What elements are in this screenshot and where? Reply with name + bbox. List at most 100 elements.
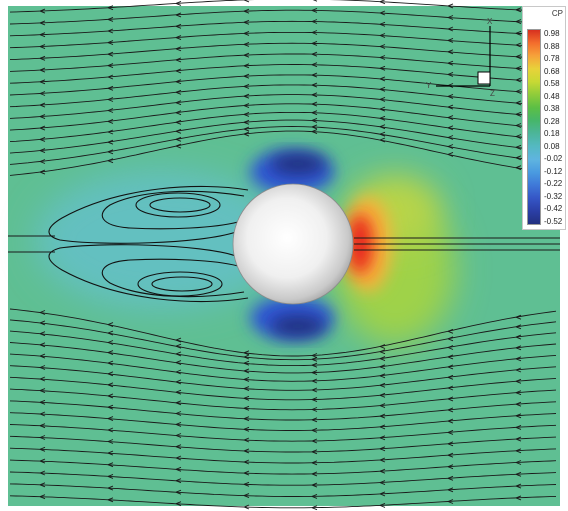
streamline-arrow — [515, 314, 522, 320]
streamline-arrow — [515, 42, 522, 48]
streamline — [9, 400, 557, 421]
streamline-arrow — [379, 55, 386, 60]
streamline-arrow — [311, 7, 318, 13]
streamline-arrow — [243, 30, 250, 36]
axis-label-z: Z — [490, 89, 495, 96]
streamline-arrow — [447, 37, 454, 43]
streamline-arrow — [39, 32, 46, 38]
axis-label-y: Y — [426, 81, 432, 90]
streamline-arrow — [175, 100, 182, 106]
streamline-arrow — [311, 407, 318, 412]
streamline-arrow — [107, 28, 114, 34]
colorbar-tick-label: -0.22 — [544, 179, 563, 189]
streamline-arrow — [515, 111, 522, 117]
streamline-arrow — [311, 92, 318, 98]
streamline-arrow — [515, 65, 522, 71]
streamline-arrow — [447, 464, 454, 470]
streamline-arrow — [175, 57, 182, 63]
streamline-arrow — [175, 68, 182, 74]
streamline-arrow — [39, 331, 46, 337]
streamline-arrow — [515, 424, 522, 430]
streamline-arrow — [107, 118, 114, 124]
streamline — [9, 74, 557, 96]
streamline-arrow — [447, 15, 454, 20]
streamline — [9, 495, 557, 509]
streamline-arrow — [447, 125, 454, 131]
streamline — [9, 94, 557, 119]
streamline-arrow — [39, 399, 46, 405]
streamline-arrow — [311, 362, 318, 368]
streamline-arrow — [311, 370, 318, 376]
streamline — [9, 459, 557, 475]
streamline-arrow — [379, 502, 386, 508]
streamline-arrow — [243, 481, 250, 487]
streamline-arrow — [379, 382, 386, 388]
legend-title: CP — [551, 9, 563, 18]
colorbar-tick-label: 0.18 — [544, 129, 560, 139]
streamline-arrow — [447, 374, 454, 380]
streamline-arrow — [515, 356, 522, 362]
streamline-arrow — [107, 416, 114, 422]
streamline-arrow — [447, 407, 454, 413]
streamline-arrow — [515, 460, 522, 465]
streamline-arrow — [39, 169, 46, 175]
vortex-outer-bottom — [48, 244, 249, 303]
streamline-arrow — [447, 3, 454, 9]
streamline — [9, 353, 557, 382]
streamline-arrow — [243, 111, 250, 117]
streamline-arrow — [39, 159, 46, 164]
streamline-arrow — [379, 21, 386, 27]
streamline-arrow — [39, 136, 46, 142]
streamline-arrow — [175, 421, 182, 427]
streamline-arrow — [379, 86, 386, 92]
streamline-arrow — [175, 466, 182, 472]
streamline — [9, 0, 557, 13]
streamline-arrow — [107, 129, 114, 135]
colorbar — [527, 29, 541, 225]
streamline-arrow — [107, 158, 114, 164]
streamline-arrow — [379, 96, 386, 102]
streamline-arrow — [515, 7, 522, 13]
streamline-arrow — [311, 397, 318, 403]
streamline — [9, 365, 557, 391]
streamline-arrow — [379, 446, 386, 452]
streamline-arrow — [515, 155, 522, 161]
streamline-arrow — [379, 468, 386, 474]
streamline-arrow — [447, 418, 454, 424]
streamline-arrow — [39, 388, 46, 394]
streamline — [9, 53, 557, 72]
streamline-arrow — [175, 0, 182, 6]
streamline-arrow — [379, 392, 386, 398]
streamline-arrow — [39, 114, 46, 120]
suction-core-top — [270, 153, 326, 175]
streamline-arrow — [107, 108, 114, 113]
streamline-arrow — [515, 378, 522, 384]
streamline-arrow — [107, 5, 114, 11]
streamline-arrow — [107, 371, 114, 377]
streamline — [9, 435, 557, 453]
streamline-arrow — [515, 448, 522, 454]
streamline-arrow — [379, 403, 386, 409]
streamline — [9, 31, 557, 49]
streamline-arrow — [379, 480, 386, 486]
streamline-arrow — [39, 125, 46, 131]
streamline-arrow — [379, 44, 386, 49]
streamline-arrow — [175, 411, 182, 416]
streamline-arrow — [379, 364, 386, 370]
streamline-arrow — [39, 342, 46, 348]
streamline-arrow — [39, 423, 46, 429]
streamline-arrow — [175, 369, 182, 375]
streamline-arrow — [39, 482, 46, 488]
streamline-arrow — [515, 483, 522, 489]
streamline-arrow — [107, 485, 114, 491]
streamline-arrow — [175, 444, 182, 450]
streamline-arrow — [39, 91, 46, 96]
vortex-inner-bottom-1 — [137, 271, 223, 297]
streamline-arrow — [515, 495, 522, 501]
vortex-inner-top-1 — [135, 192, 221, 218]
streamline — [9, 447, 557, 464]
streamline-arrow — [311, 117, 318, 123]
streamline-arrow — [515, 334, 522, 340]
streamline-arrow — [311, 101, 318, 107]
